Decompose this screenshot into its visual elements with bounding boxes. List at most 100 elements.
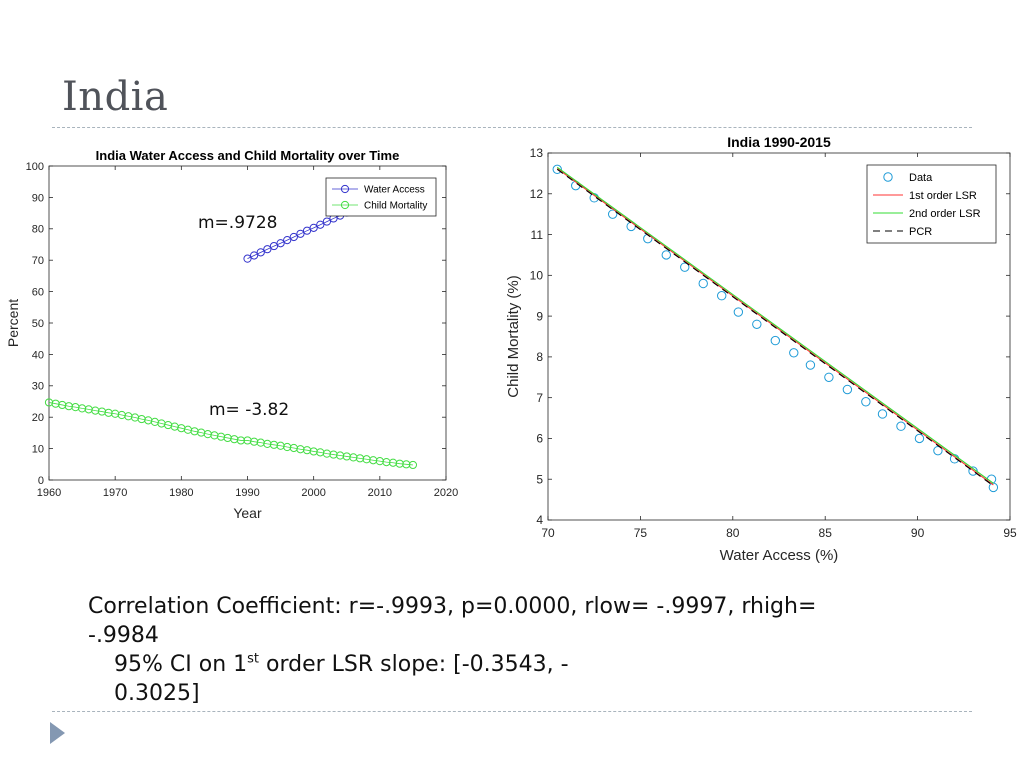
legend-box — [325, 177, 437, 217]
data-point — [896, 421, 906, 431]
y-tick-label: 11 — [531, 228, 544, 242]
data-point — [309, 223, 318, 232]
y-tick-label: 13 — [530, 146, 544, 160]
data-point — [789, 348, 799, 358]
data-point — [933, 445, 943, 456]
statistics-text: Correlation Coefficient: r=-.9993, p=0.0… — [88, 592, 878, 708]
data-point — [316, 220, 325, 229]
y-tick-label: 20 — [32, 412, 44, 424]
ci-prefix: 95% CI on 1 — [114, 652, 248, 677]
y-axis-label: Percent — [5, 299, 21, 347]
data-point — [805, 360, 816, 370]
y-tick-label: 9 — [536, 309, 543, 323]
legend-marker — [340, 200, 350, 210]
x-tick-label: 1970 — [103, 487, 127, 499]
data-point — [607, 209, 618, 219]
chart-title: India Water Access and Child Mortality o… — [96, 148, 400, 163]
y-tick-label: 50 — [32, 318, 44, 330]
x-tick-label: 85 — [819, 526, 833, 540]
data-point — [552, 164, 562, 175]
data-point — [395, 459, 404, 468]
data-point — [322, 217, 331, 226]
data-point — [250, 251, 259, 260]
data-point — [661, 250, 671, 260]
data-point — [302, 226, 312, 235]
x-tick-label: 2000 — [301, 487, 325, 499]
legend-label: PCR — [909, 226, 932, 238]
legend-label: Data — [909, 172, 933, 184]
x-tick-label: 1960 — [37, 487, 61, 499]
data-point — [717, 291, 727, 301]
fit-line — [556, 166, 994, 484]
y-tick-label: 40 — [32, 349, 44, 361]
data-point — [914, 433, 925, 444]
y-tick-label: 10 — [32, 443, 44, 455]
x-tick-label: 70 — [541, 526, 555, 540]
legend-box — [866, 164, 997, 244]
legend-label: 1st order LSR — [909, 190, 977, 202]
y-tick-label: 12 — [530, 187, 544, 201]
x-tick-label: 95 — [1003, 526, 1017, 540]
y-tick-label: 4 — [536, 513, 543, 527]
y-tick-label: 6 — [536, 432, 543, 446]
x-axis-label: Water Access (%) — [720, 547, 839, 564]
y-tick-label: 8 — [536, 350, 543, 364]
ci-superscript: st — [247, 651, 260, 667]
data-point — [283, 236, 292, 245]
plot-area — [48, 165, 447, 481]
y-tick-label: 5 — [536, 472, 543, 486]
slide-title: India — [62, 74, 169, 120]
data-point — [408, 460, 418, 470]
y-tick-label: 80 — [32, 224, 44, 236]
y-tick-label: 100 — [26, 161, 44, 173]
data-point — [733, 307, 744, 317]
y-axis-label: Child Mortality (%) — [505, 275, 522, 398]
y-tick-label: 70 — [32, 255, 44, 267]
y-tick-label: 0 — [38, 475, 44, 487]
correlation-line-1: Correlation Coefficient: r=-.9993, p=0.0… — [88, 594, 817, 619]
data-point — [289, 232, 298, 242]
data-point — [382, 458, 391, 467]
mortality-slope-annotation: m= -3.82 — [209, 400, 290, 420]
ci-line-2: 0.3025] — [114, 681, 200, 706]
chart-title: India 1990-2015 — [727, 134, 831, 150]
legend-label: 2nd order LSR — [909, 208, 981, 220]
legend-marker — [340, 184, 350, 194]
data-point — [263, 245, 272, 254]
x-tick-label: 2010 — [368, 487, 392, 499]
data-point — [698, 278, 708, 289]
correlation-line-2: -.9984 — [88, 623, 159, 648]
data-point — [243, 254, 252, 263]
data-point — [296, 229, 305, 238]
y-tick-label: 60 — [32, 286, 44, 298]
data-point — [842, 384, 853, 395]
fit-line — [556, 168, 994, 486]
data-point — [861, 397, 871, 407]
title-divider — [52, 127, 972, 128]
y-tick-label: 30 — [32, 381, 44, 393]
water-mortality-time-chart: 1960 1970 1980 1990 2000 2010 2020 0 10 20 30 40 50 6… — [5, 148, 458, 521]
data-point — [824, 372, 834, 382]
data-point — [680, 262, 690, 272]
y-tick-label: 7 — [536, 391, 543, 405]
water-slope-annotation: m=.9728 — [198, 213, 278, 233]
data-point — [236, 436, 245, 445]
data-point — [402, 460, 411, 469]
x-tick-label: 80 — [726, 526, 740, 540]
data-point — [256, 248, 265, 257]
y-tick-label: 10 — [530, 269, 544, 283]
data-point — [276, 239, 285, 248]
data-point — [752, 319, 762, 329]
x-tick-label: 75 — [634, 526, 648, 540]
legend-marker — [883, 172, 893, 182]
data-point — [770, 335, 781, 346]
play-icon[interactable] — [50, 722, 65, 744]
ci-suffix: order LSR slope: [-0.3543, - — [259, 652, 569, 677]
legend-label: Child Mortality — [364, 201, 427, 212]
water-vs-mortality-scatter: 70 75 80 85 90 95 4 5 6 7 8 9 10 11 12 13 India 1990-201… — [505, 134, 1017, 564]
legend-label: Water Access — [364, 185, 425, 196]
data-point — [269, 241, 279, 251]
x-tick-label: 90 — [911, 526, 925, 540]
x-tick-label: 1990 — [235, 487, 259, 499]
fit-line — [556, 168, 994, 487]
